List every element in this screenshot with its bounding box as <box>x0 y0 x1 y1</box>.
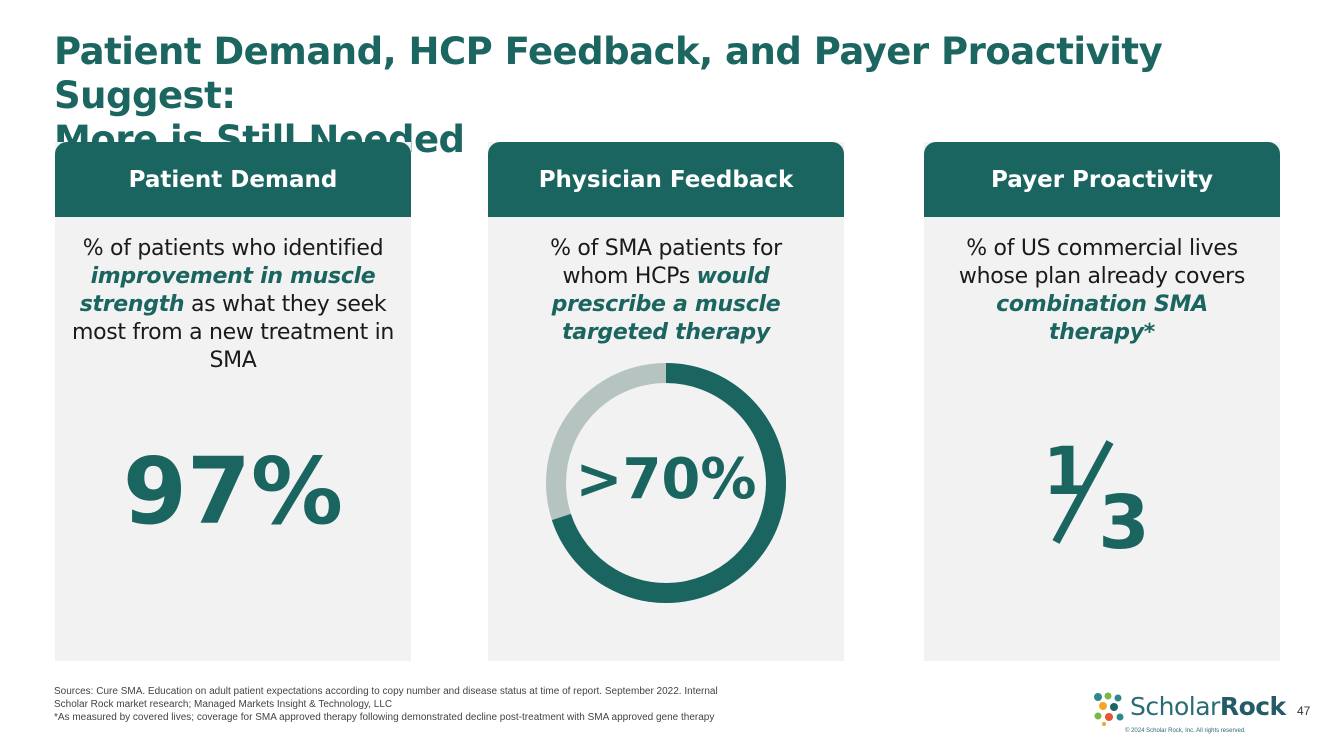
description-emphasis: improvement in muscle strength <box>79 264 376 317</box>
description-emphasis: combination SMA therapy <box>996 292 1208 345</box>
description-text: % of SMA patients for whom HCPs <box>550 236 782 289</box>
logo-mark-icon <box>1094 692 1124 726</box>
logo-name-bold: Rock <box>1219 692 1286 721</box>
description-text: % of US commercial lives whose plan alre… <box>958 236 1246 289</box>
description-text: % of patients who identified <box>82 236 384 261</box>
logo-name-light: Scholar <box>1130 692 1220 721</box>
card-header: Physician Feedback <box>488 142 844 217</box>
page-number: 47 <box>1297 704 1311 718</box>
card-description: % of patients who identified improvement… <box>55 217 411 375</box>
footnote-line: Scholar Rock market research; Managed Ma… <box>54 699 393 710</box>
title-line-1: Patient Demand, HCP Feedback, and Payer … <box>54 30 1163 117</box>
footnotes: Sources: Cure SMA. Education on adult pa… <box>54 685 834 724</box>
stat-value: >70% <box>575 447 757 512</box>
donut-chart <box>546 363 786 603</box>
card-description: % of SMA patients for whom HCPs would pr… <box>488 217 844 347</box>
card-payer-proactivity: Payer Proactivity % of US commercial liv… <box>924 142 1280 661</box>
fraction-slash <box>1052 440 1114 544</box>
card-header: Patient Demand <box>55 142 411 217</box>
slide-title: Patient Demand, HCP Feedback, and Payer … <box>54 30 1294 162</box>
logo-wordmark: ScholarRock <box>1130 692 1286 721</box>
fraction-stat: 1 3 <box>1043 433 1150 562</box>
card-patient-demand: Patient Demand % of patients who identif… <box>55 142 411 661</box>
footnote-line: Sources: Cure SMA. Education on adult pa… <box>54 686 718 697</box>
scholar-rock-logo: ScholarRock © 2024 Scholar Rock, Inc. Al… <box>1093 692 1286 740</box>
card-header: Payer Proactivity <box>924 142 1280 217</box>
description-emphasis: would prescribe a muscle targeted therap… <box>551 264 781 345</box>
card-description: % of US commercial lives whose plan alre… <box>924 217 1280 347</box>
card-physician-feedback: Physician Feedback % of SMA patients for… <box>488 142 844 661</box>
description-asterisk: * <box>1143 320 1156 345</box>
fraction-denominator: 3 <box>1098 480 1150 562</box>
copyright: © 2024 Scholar Rock, Inc. All rights res… <box>1125 728 1246 734</box>
footnote-line: *As measured by covered lives; coverage … <box>54 712 715 723</box>
stat-value: 97% <box>122 438 344 545</box>
description-text-end: as what they seek most from a new treatm… <box>71 292 395 373</box>
ring-value-arc <box>551 363 786 603</box>
